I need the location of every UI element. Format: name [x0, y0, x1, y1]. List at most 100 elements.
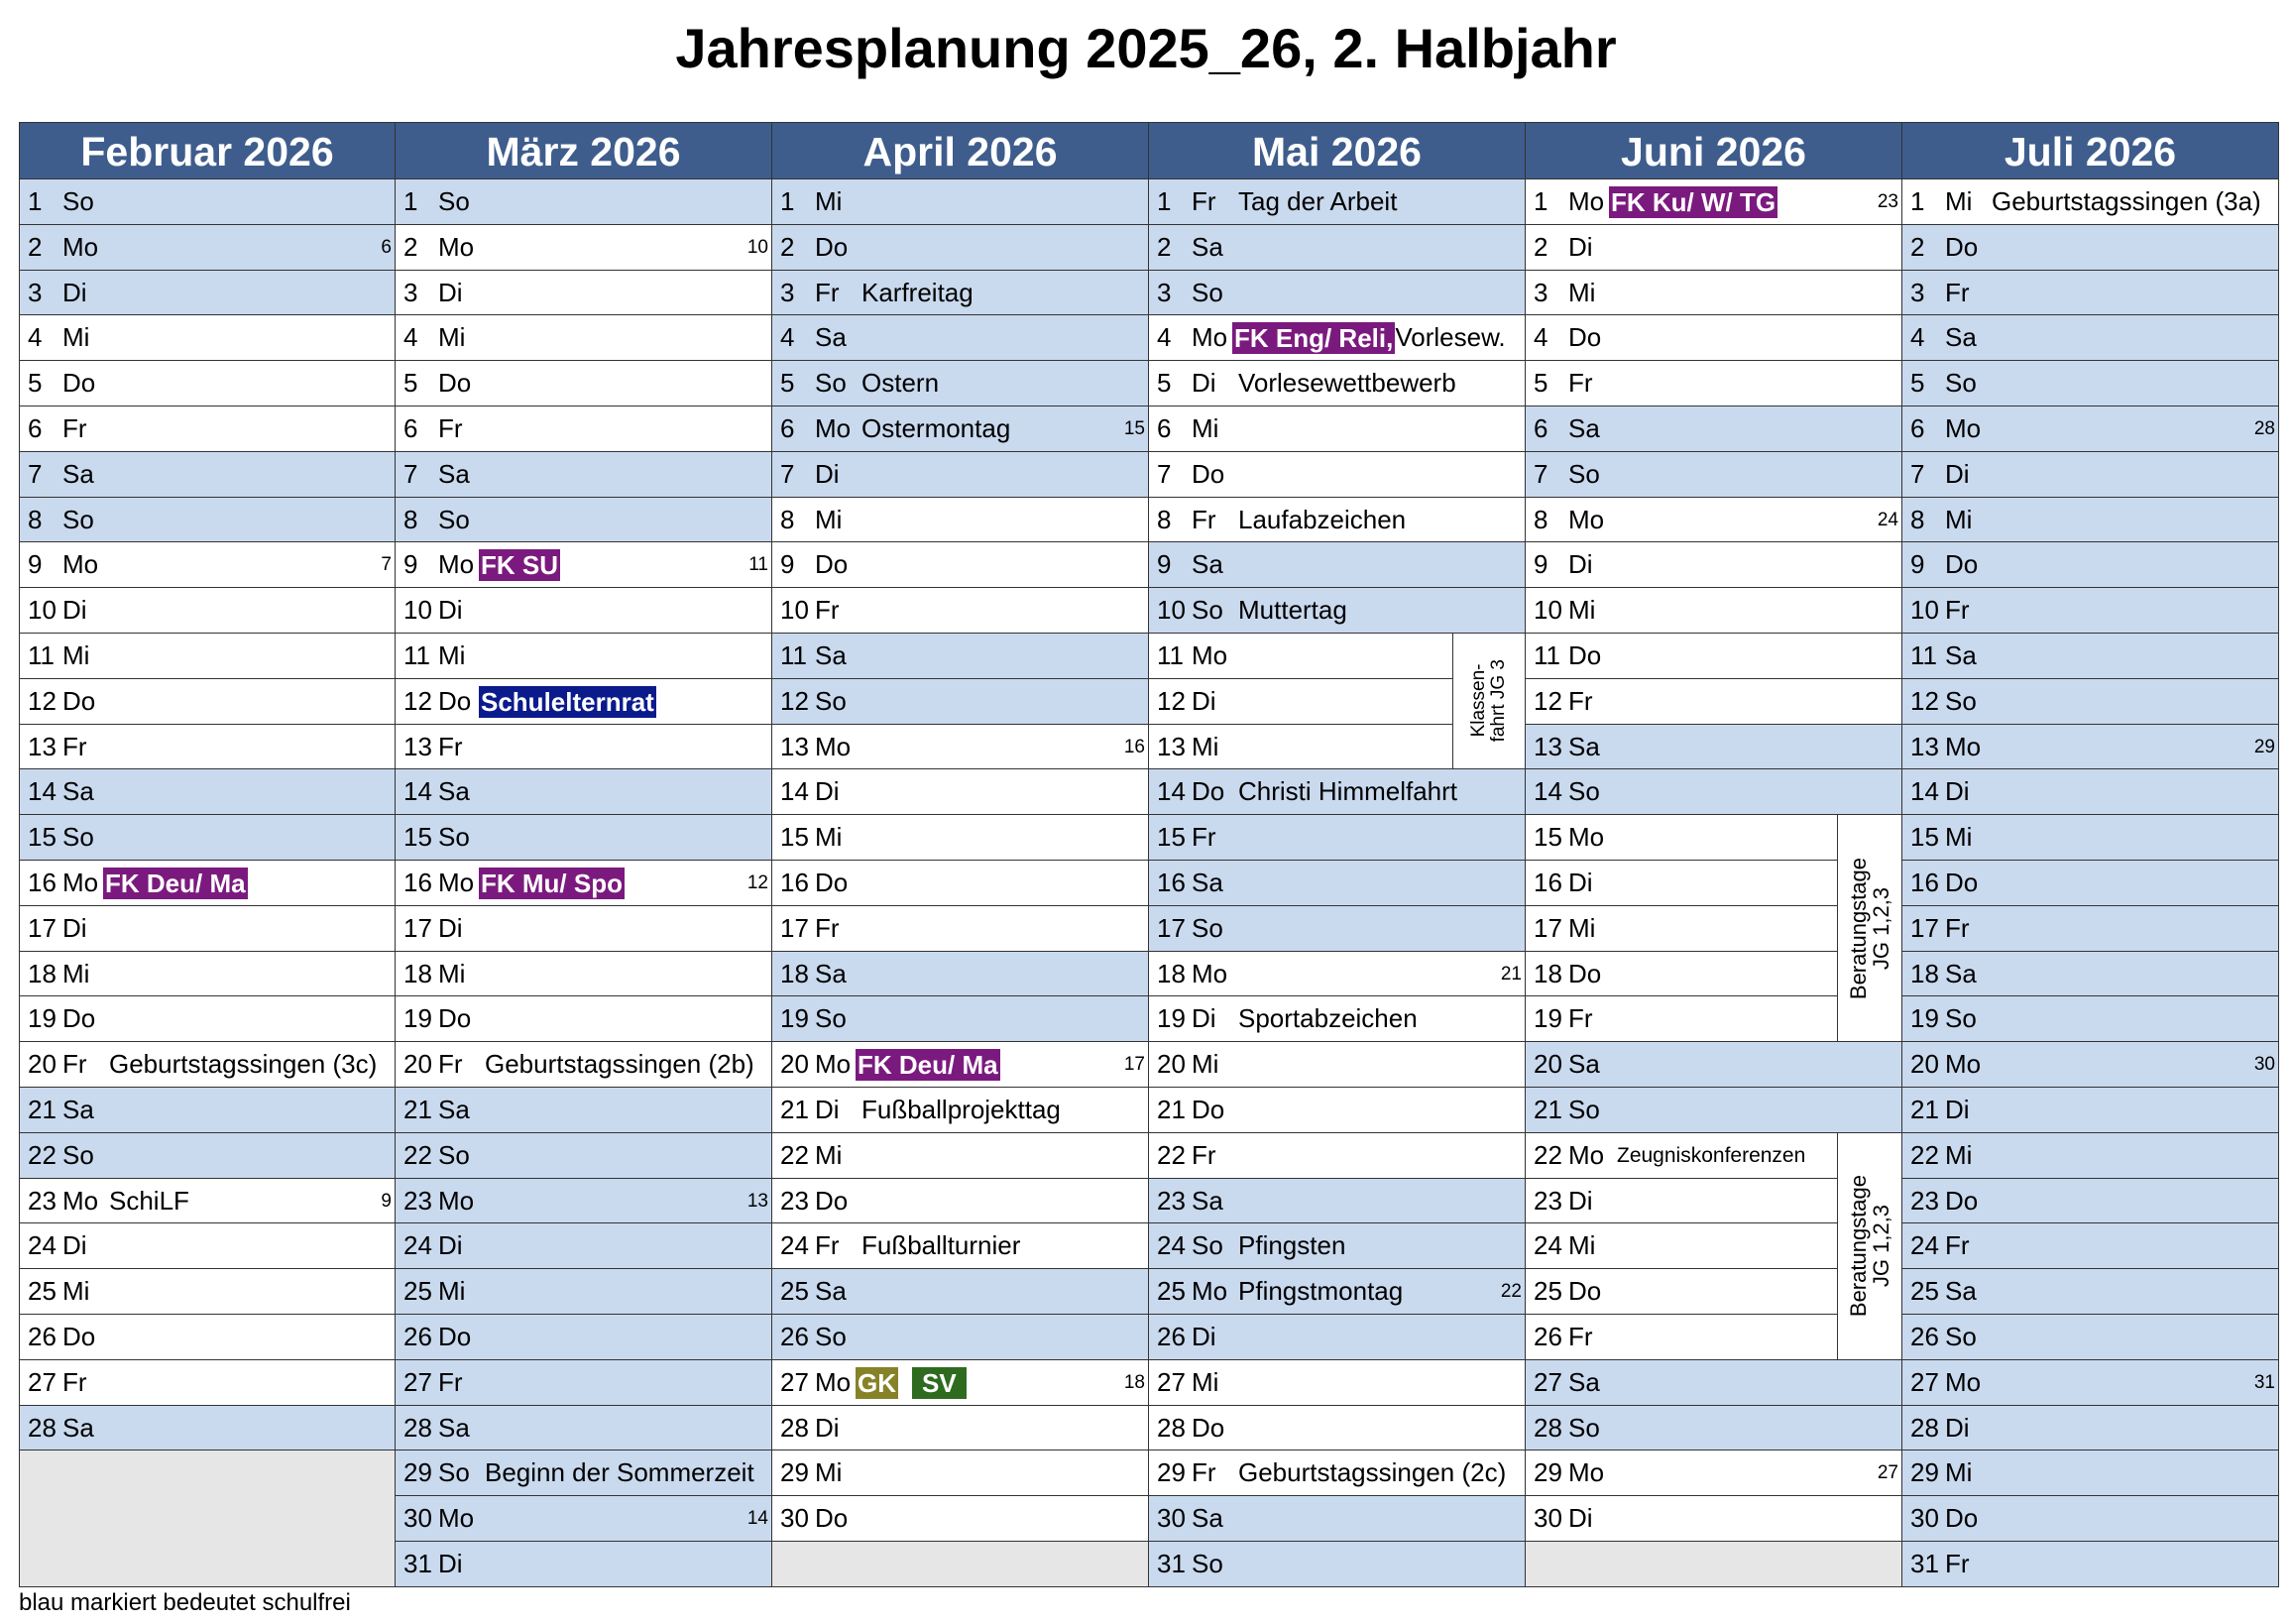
day-cell[interactable]: 23 Mo 13 [396, 1178, 772, 1224]
day-cell[interactable]: 21 Di Fußballprojekttag [772, 1088, 1149, 1133]
day-cell[interactable]: 19 Di Sportabzeichen [1149, 996, 1526, 1043]
day-cell[interactable]: 23 Sa [1149, 1178, 1526, 1224]
day-cell[interactable]: 9 Sa [1149, 542, 1526, 589]
day-cell[interactable]: 16 Mo FK Deu/ Ma [19, 861, 396, 906]
day-cell[interactable]: 19 So [1902, 996, 2279, 1043]
day-cell[interactable]: 24 Fr [1902, 1223, 2279, 1270]
day-cell[interactable]: 14 Di [1902, 769, 2279, 816]
day-cell[interactable]: 14 So [1526, 769, 1902, 816]
day-cell[interactable]: 25 Mo Pfingstmontag 22 [1149, 1269, 1526, 1315]
day-cell[interactable]: 2 Di [1526, 224, 1902, 271]
day-cell[interactable]: 27 Mi [1149, 1359, 1526, 1406]
day-cell[interactable]: 13 Mo 16 [772, 724, 1149, 770]
day-cell[interactable]: 29 Mi [772, 1450, 1149, 1497]
day-cell[interactable]: 13 Sa [1526, 724, 1902, 770]
multi-day-event[interactable]: Klassen-fahrt JG 3 [1453, 634, 1526, 770]
day-cell[interactable]: 15 So [396, 815, 772, 861]
day-cell[interactable]: 20 Mo FK Deu/ Ma 17 [772, 1042, 1149, 1088]
day-cell[interactable]: 12 Do Schulelternrat [396, 678, 772, 725]
day-cell[interactable]: 31 Di [396, 1542, 772, 1587]
day-cell[interactable]: 16 Sa [1149, 861, 1526, 906]
day-cell[interactable]: 23 Do [1902, 1178, 2279, 1224]
day-cell[interactable]: 7 Di [1902, 451, 2279, 498]
day-cell[interactable]: 22 So [396, 1132, 772, 1179]
day-cell[interactable]: 21 Do [1149, 1088, 1526, 1133]
day-cell[interactable]: 26 So [1902, 1315, 2279, 1360]
day-cell[interactable]: 19 Fr [1526, 996, 1838, 1043]
day-cell[interactable]: 22 Mo Zeugniskonferenzen [1526, 1132, 1838, 1179]
day-cell[interactable]: 7 Sa [19, 451, 396, 498]
day-cell[interactable]: 9 Do [1902, 542, 2279, 589]
day-cell[interactable]: 12 Do [19, 678, 396, 725]
day-cell[interactable]: 4 Sa [1902, 315, 2279, 362]
day-cell[interactable]: 6 Sa [1526, 406, 1902, 452]
day-cell[interactable]: 11 Sa [1902, 634, 2279, 679]
day-cell[interactable]: 2 Mo 6 [19, 224, 396, 271]
day-cell[interactable]: 22 So [19, 1132, 396, 1179]
day-cell[interactable]: 15 Mi [1902, 815, 2279, 861]
day-cell[interactable]: 9 Di [1526, 542, 1902, 589]
day-cell[interactable]: 10 Fr [1902, 588, 2279, 634]
day-cell[interactable]: 13 Mo 29 [1902, 724, 2279, 770]
day-cell[interactable]: 5 Fr [1526, 361, 1902, 406]
day-cell[interactable]: 16 Mo FK Mu/ Spo 12 [396, 861, 772, 906]
day-cell[interactable]: 3 Fr [1902, 270, 2279, 316]
day-cell[interactable]: 18 Mi [19, 951, 396, 997]
day-cell[interactable]: 21 Di [1902, 1088, 2279, 1133]
day-cell[interactable]: 8 So [396, 497, 772, 543]
day-cell[interactable]: 18 Mi [396, 951, 772, 997]
multi-day-event[interactable]: Beratungstage JG 1,2,3 [1838, 1132, 1902, 1360]
day-cell[interactable]: 28 Sa [19, 1405, 396, 1451]
day-cell[interactable]: 10 Fr [772, 588, 1149, 634]
day-cell[interactable]: 23 Di [1526, 1178, 1838, 1224]
day-cell[interactable]: 2 Sa [1149, 224, 1526, 271]
day-cell[interactable]: 2 Mo 10 [396, 224, 772, 271]
day-cell[interactable]: 14 Di [772, 769, 1149, 816]
day-cell[interactable]: 8 Mi [1902, 497, 2279, 543]
day-cell[interactable]: 19 Do [19, 996, 396, 1043]
day-cell[interactable]: 10 Mi [1526, 588, 1902, 634]
day-cell[interactable]: 18 Do [1526, 951, 1838, 997]
day-cell[interactable]: 27 Fr [396, 1359, 772, 1406]
day-cell[interactable]: 12 Fr [1526, 678, 1902, 725]
day-cell[interactable]: 9 Do [772, 542, 1149, 589]
day-cell[interactable]: 5 Do [396, 361, 772, 406]
day-cell[interactable]: 21 Sa [396, 1088, 772, 1133]
day-cell[interactable]: 18 Sa [1902, 951, 2279, 997]
day-cell[interactable]: 20 Mo 30 [1902, 1042, 2279, 1088]
day-cell[interactable]: 27 Mo GK SV 18 [772, 1359, 1149, 1406]
day-cell[interactable]: 20 Fr Geburtstagssingen (2b) [396, 1042, 772, 1088]
day-cell[interactable]: 26 Di [1149, 1315, 1526, 1360]
day-cell[interactable]: 24 Di [396, 1223, 772, 1270]
day-cell[interactable]: 20 Sa [1526, 1042, 1902, 1088]
day-cell[interactable]: 17 So [1149, 905, 1526, 952]
day-cell[interactable]: 6 Mo Ostermontag 15 [772, 406, 1149, 452]
day-cell[interactable]: 18 Mo 21 [1149, 951, 1526, 997]
day-cell[interactable]: 1 So [396, 179, 772, 225]
day-cell[interactable]: 16 Do [772, 861, 1149, 906]
day-cell[interactable]: 26 So [772, 1315, 1149, 1360]
day-cell[interactable]: 11 Do [1526, 634, 1902, 679]
day-cell[interactable]: 4 Sa [772, 315, 1149, 362]
day-cell[interactable]: 4 Mi [19, 315, 396, 362]
day-cell[interactable]: 28 Do [1149, 1405, 1526, 1451]
day-cell[interactable]: 21 So [1526, 1088, 1902, 1133]
day-cell[interactable]: 17 Fr [772, 905, 1149, 952]
day-cell[interactable]: 30 Sa [1149, 1496, 1526, 1542]
day-cell[interactable]: 19 So [772, 996, 1149, 1043]
day-cell[interactable]: 3 Fr Karfreitag [772, 270, 1149, 316]
day-cell[interactable]: 25 Mi [396, 1269, 772, 1315]
day-cell[interactable]: 5 So [1902, 361, 2279, 406]
day-cell[interactable]: 12 So [1902, 678, 2279, 725]
day-cell[interactable]: 13 Fr [19, 724, 396, 770]
day-cell[interactable]: 17 Di [396, 905, 772, 952]
day-cell[interactable]: 24 So Pfingsten [1149, 1223, 1526, 1270]
day-cell[interactable]: 14 Do Christi Himmelfahrt [1149, 769, 1526, 816]
day-cell[interactable]: 5 Di Vorlesewettbewerb [1149, 361, 1526, 406]
day-cell[interactable]: 31 So [1149, 1542, 1526, 1587]
day-cell[interactable]: 7 Do [1149, 451, 1526, 498]
day-cell[interactable]: 7 Sa [396, 451, 772, 498]
day-cell[interactable]: 7 So [1526, 451, 1902, 498]
day-cell[interactable]: 28 Sa [396, 1405, 772, 1451]
day-cell[interactable]: 10 Di [396, 588, 772, 634]
